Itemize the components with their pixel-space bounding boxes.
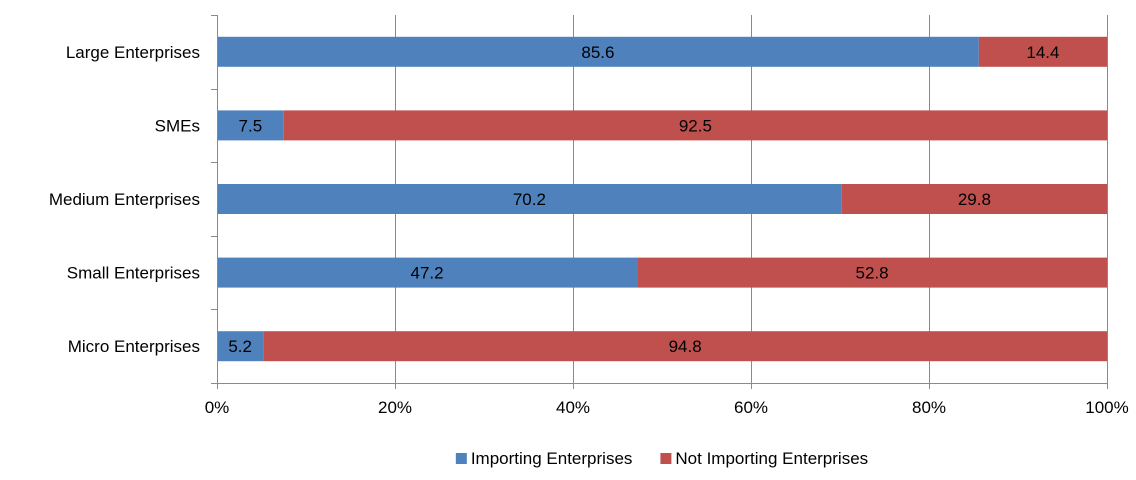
x-tick-label: 0% bbox=[205, 398, 230, 417]
x-tick-label: 100% bbox=[1085, 398, 1128, 417]
data-label: 14.4 bbox=[1026, 43, 1059, 62]
bar-not-importing-enterprises bbox=[841, 184, 1107, 214]
bar-not-importing-enterprises bbox=[637, 257, 1107, 288]
x-tick-label: 80% bbox=[912, 398, 946, 417]
legend: Importing Enterprises Not Importing Enter… bbox=[455, 449, 868, 468]
data-label: 92.5 bbox=[679, 116, 712, 135]
legend-label: Importing Enterprises bbox=[471, 449, 633, 468]
category-label: Medium Enterprises bbox=[49, 190, 200, 209]
data-label: 5.2 bbox=[228, 337, 252, 356]
axis-layer: 0% 20% 40% 60% 80% 100% bbox=[205, 15, 1129, 417]
legend-swatch bbox=[660, 453, 672, 464]
legend-swatch bbox=[455, 453, 467, 464]
x-tick-label: 20% bbox=[378, 398, 412, 417]
data-label: 70.2 bbox=[513, 190, 546, 209]
data-label: 94.8 bbox=[669, 337, 702, 356]
legend-label: Not Importing Enterprises bbox=[675, 449, 868, 468]
bar-importing-enterprises bbox=[217, 331, 264, 362]
x-tick-label: 60% bbox=[734, 398, 768, 417]
category-label: Micro Enterprises bbox=[68, 337, 200, 356]
bar-importing-enterprises bbox=[217, 36, 979, 67]
bar-importing-enterprises bbox=[217, 110, 284, 141]
data-label: 52.8 bbox=[855, 264, 888, 283]
data-label: 85.6 bbox=[581, 43, 614, 62]
category-label: Large Enterprises bbox=[66, 43, 200, 62]
bar-not-importing-enterprises bbox=[263, 331, 1107, 362]
bar-importing-enterprises bbox=[217, 184, 842, 214]
x-tick-label: 40% bbox=[556, 398, 590, 417]
category-label: SMEs bbox=[155, 116, 200, 135]
bars-layer bbox=[217, 36, 1107, 362]
bar-not-importing-enterprises bbox=[978, 36, 1107, 67]
bar-importing-enterprises bbox=[217, 257, 638, 288]
data-label: 7.5 bbox=[239, 116, 263, 135]
labels-layer: Large Enterprises 85.6 14.4 SMEs 7.5 92.5 Medi… bbox=[49, 43, 1060, 356]
data-label: 29.8 bbox=[958, 190, 991, 209]
category-label: Small Enterprises bbox=[67, 264, 200, 283]
data-label: 47.2 bbox=[410, 264, 443, 283]
bar-not-importing-enterprises bbox=[283, 110, 1107, 141]
